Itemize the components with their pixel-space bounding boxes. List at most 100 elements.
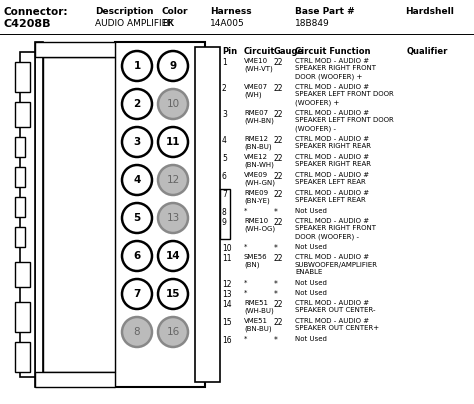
Text: 12: 12 <box>166 175 180 185</box>
Bar <box>15 197 25 217</box>
Bar <box>220 189 230 239</box>
Text: RME10
(WH-OG): RME10 (WH-OG) <box>244 218 275 232</box>
Text: *: * <box>244 208 247 214</box>
Text: 5: 5 <box>133 213 141 223</box>
Text: *: * <box>274 280 278 289</box>
Text: *: * <box>244 280 247 286</box>
Circle shape <box>158 89 188 119</box>
Circle shape <box>122 51 152 81</box>
Text: RME09
(BN-YE): RME09 (BN-YE) <box>244 190 270 204</box>
Text: 22: 22 <box>274 218 283 227</box>
Text: 2: 2 <box>222 84 227 93</box>
Text: Circuit Function: Circuit Function <box>295 47 371 56</box>
Circle shape <box>122 317 152 347</box>
Text: 9: 9 <box>169 61 176 71</box>
Text: CTRL MOD - AUDIO #
SPEAKER RIGHT FRONT
DOOR (WOOFER) +: CTRL MOD - AUDIO # SPEAKER RIGHT FRONT D… <box>295 58 376 80</box>
Text: 3: 3 <box>133 137 141 147</box>
Circle shape <box>158 279 188 309</box>
Bar <box>15 342 30 372</box>
Text: 8: 8 <box>134 327 140 337</box>
Circle shape <box>122 127 152 157</box>
Text: SME56
(BN): SME56 (BN) <box>244 254 268 268</box>
Text: 22: 22 <box>274 300 283 309</box>
Text: CTRL MOD - AUDIO #
SPEAKER RIGHT REAR: CTRL MOD - AUDIO # SPEAKER RIGHT REAR <box>295 136 371 149</box>
Text: CTRL MOD - AUDIO #
SPEAKER LEFT REAR: CTRL MOD - AUDIO # SPEAKER LEFT REAR <box>295 190 369 204</box>
Text: 10: 10 <box>222 244 232 253</box>
Text: 22: 22 <box>274 254 283 263</box>
Text: 4: 4 <box>133 175 141 185</box>
Bar <box>43 57 115 372</box>
Text: 22: 22 <box>274 190 283 199</box>
Text: *: * <box>244 244 247 250</box>
Text: VME09
(WH-GN): VME09 (WH-GN) <box>244 172 275 186</box>
Text: CTRL MOD - AUDIO #
SPEAKER OUT CENTER-: CTRL MOD - AUDIO # SPEAKER OUT CENTER- <box>295 300 375 314</box>
Text: Hardshell: Hardshell <box>405 7 454 16</box>
Text: Not Used: Not Used <box>295 336 327 342</box>
Bar <box>15 167 25 187</box>
Text: 6: 6 <box>133 251 141 261</box>
Bar <box>15 262 30 287</box>
Text: 22: 22 <box>274 84 283 93</box>
Bar <box>20 52 35 377</box>
Bar <box>35 372 115 387</box>
Text: Not Used: Not Used <box>295 290 327 296</box>
Text: VME10
(WH-VT): VME10 (WH-VT) <box>244 58 273 72</box>
Text: 3: 3 <box>222 110 227 119</box>
Text: Gauge: Gauge <box>274 47 304 56</box>
Text: 1: 1 <box>222 58 227 67</box>
Circle shape <box>122 241 152 271</box>
Text: Qualifier: Qualifier <box>407 47 448 56</box>
Text: CTRL MOD - AUDIO #
SPEAKER LEFT FRONT DOOR
(WOOFER) -: CTRL MOD - AUDIO # SPEAKER LEFT FRONT DO… <box>295 110 394 131</box>
Text: VME51
(BN-BU): VME51 (BN-BU) <box>244 318 272 332</box>
Bar <box>115 42 205 387</box>
Text: 18B849: 18B849 <box>295 19 330 28</box>
Text: 4: 4 <box>222 136 227 145</box>
Text: CTRL MOD - AUDIO #
SPEAKER LEFT REAR: CTRL MOD - AUDIO # SPEAKER LEFT REAR <box>295 172 369 185</box>
Circle shape <box>122 89 152 119</box>
Text: 12: 12 <box>222 280 231 289</box>
Text: CTRL MOD - AUDIO #
SPEAKER RIGHT FRONT
DOOR (WOOFER) -: CTRL MOD - AUDIO # SPEAKER RIGHT FRONT D… <box>295 218 376 240</box>
Text: 14: 14 <box>166 251 180 261</box>
Circle shape <box>158 127 188 157</box>
Text: 22: 22 <box>274 110 283 119</box>
Circle shape <box>158 317 188 347</box>
Text: *: * <box>244 336 247 342</box>
Text: *: * <box>274 244 278 253</box>
Text: 22: 22 <box>274 136 283 145</box>
Text: 14A005: 14A005 <box>210 19 245 28</box>
Text: 5: 5 <box>222 154 227 163</box>
Bar <box>15 227 25 247</box>
Circle shape <box>122 279 152 309</box>
Circle shape <box>122 203 152 233</box>
Bar <box>15 302 30 332</box>
Bar <box>35 42 43 387</box>
Circle shape <box>122 165 152 195</box>
Text: 22: 22 <box>274 318 283 327</box>
Text: 11: 11 <box>166 137 180 147</box>
Text: 13: 13 <box>166 213 180 223</box>
Text: CTRL MOD - AUDIO #
SUBWOOFER/AMPLIFIER
ENABLE: CTRL MOD - AUDIO # SUBWOOFER/AMPLIFIER E… <box>295 254 378 275</box>
Text: 22: 22 <box>274 58 283 67</box>
Text: RME12
(BN-BU): RME12 (BN-BU) <box>244 136 272 150</box>
Text: *: * <box>274 208 278 217</box>
Text: Description: Description <box>95 7 154 16</box>
Text: Not Used: Not Used <box>295 208 327 214</box>
Text: 8: 8 <box>222 208 227 217</box>
Bar <box>15 102 30 127</box>
Text: 14: 14 <box>222 300 232 309</box>
Text: 22: 22 <box>274 154 283 163</box>
Text: CTRL MOD - AUDIO #
SPEAKER OUT CENTER+: CTRL MOD - AUDIO # SPEAKER OUT CENTER+ <box>295 318 379 332</box>
Text: RME07
(WH-BN): RME07 (WH-BN) <box>244 110 274 124</box>
Circle shape <box>158 51 188 81</box>
Text: 1: 1 <box>133 61 141 71</box>
Text: *: * <box>274 290 278 299</box>
Text: Harness: Harness <box>210 7 252 16</box>
Circle shape <box>158 241 188 271</box>
Text: 6: 6 <box>222 172 227 181</box>
Text: Pin: Pin <box>222 47 237 56</box>
Text: CTRL MOD - AUDIO #
SPEAKER RIGHT REAR: CTRL MOD - AUDIO # SPEAKER RIGHT REAR <box>295 154 371 168</box>
Text: BK: BK <box>162 19 174 28</box>
Circle shape <box>158 203 188 233</box>
Text: Connector:: Connector: <box>4 7 69 17</box>
Text: 7: 7 <box>222 190 227 199</box>
